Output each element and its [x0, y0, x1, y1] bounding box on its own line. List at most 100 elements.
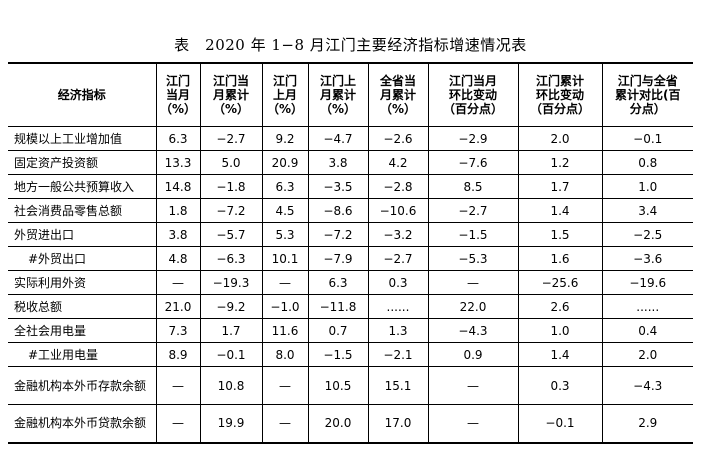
indicator-value: 2.0: [601, 342, 693, 367]
indicator-value: —: [155, 366, 200, 405]
indicator-name: 规模以上工业增加值: [8, 126, 156, 151]
indicator-name: 金融机构本外币存款余额: [8, 366, 156, 405]
indicator-value: 19.9: [199, 404, 262, 443]
indicator-value: —: [427, 404, 518, 443]
indicator-value: 4.2: [367, 150, 428, 175]
indicator-value: —: [261, 404, 308, 443]
indicator-value: 1.4: [517, 198, 602, 223]
table-title: 表 2020 年 1−8 月江门主要经济指标增速情况表: [174, 36, 527, 54]
table-row: 固定资产投资额 13.3 5.0 20.9 3.8 4.2 −7.6 1.2 0.8: [8, 150, 693, 175]
indicator-name: 金融机构本外币贷款余额: [8, 404, 156, 443]
indicator-value: 0.9: [427, 342, 518, 367]
indicator-value: 10.8: [199, 366, 262, 405]
indicator-value: −19.3: [199, 270, 262, 295]
indicator-value: 10.1: [261, 246, 308, 271]
indicator-value: −4.3: [427, 318, 518, 343]
indicator-value: −2.7: [427, 198, 518, 223]
indicator-value: −9.2: [199, 294, 262, 319]
indicator-value: 2.9: [601, 404, 693, 443]
indicator-value: 6.3: [307, 270, 368, 295]
indicator-value: −0.1: [199, 342, 262, 367]
column-header: 江门上 月累计 （%）: [307, 63, 368, 127]
indicator-value: 13.3: [155, 150, 200, 175]
indicator-name: 税收总额: [8, 294, 156, 319]
indicator-value: −2.9: [427, 126, 518, 151]
indicator-value: 21.0: [155, 294, 200, 319]
indicator-value: 5.3: [261, 222, 308, 247]
indicator-value: 1.0: [601, 174, 693, 199]
column-header: 江门累计 环比变动 （百分点）: [517, 63, 602, 127]
indicator-value: −7.6: [427, 150, 518, 175]
table-row: 全社会用电量 7.3 1.7 11.6 0.7 1.3 −4.3 1.0 0.4: [8, 318, 693, 343]
indicator-value: 6.3: [155, 126, 200, 151]
indicator-value: 0.4: [601, 318, 693, 343]
indicator-value: −0.1: [517, 404, 602, 443]
indicator-value: −2.1: [367, 342, 428, 367]
indicator-value: −7.9: [307, 246, 368, 271]
indicator-value: −2.7: [199, 126, 262, 151]
indicator-value: −1.5: [427, 222, 518, 247]
indicator-value: 3.4: [601, 198, 693, 223]
column-header: 江门与全省 累计对比(百 分点）: [601, 63, 693, 127]
column-header: 江门 当月 （%）: [155, 63, 200, 127]
indicator-value: −2.7: [367, 246, 428, 271]
indicator-value: 6.3: [261, 174, 308, 199]
indicator-value: −2.8: [367, 174, 428, 199]
indicator-value: −1.5: [307, 342, 368, 367]
indicator-value: −3.5: [307, 174, 368, 199]
column-header: 江门当月 环比变动 （百分点）: [427, 63, 518, 127]
indicator-name: 外贸进出口: [8, 222, 156, 247]
indicator-name: 实际利用外资: [8, 270, 156, 295]
indicator-value: 1.4: [517, 342, 602, 367]
header-row: 经济指标 江门 当月 （%） 江门当 月累计 （%） 江门 上月 （%） 江门上 月累计…: [8, 63, 693, 127]
indicator-value: 1.7: [517, 174, 602, 199]
indicator-value: —: [155, 270, 200, 295]
indicator-value: 5.0: [199, 150, 262, 175]
indicator-value: —: [427, 270, 518, 295]
indicator-value: 1.7: [199, 318, 262, 343]
indicator-value: −11.8: [307, 294, 368, 319]
indicator-value: 1.2: [517, 150, 602, 175]
table-row: 金融机构本外币贷款余额 —19.9—20.0 17.0— −0.1 2.9: [8, 404, 693, 443]
indicator-value: 22.0: [427, 294, 518, 319]
table-row: #工业用电量 8.9 −0.1 8.0 −1.5 −2.1 0.9 1.4 2.0: [8, 342, 693, 367]
column-header: 江门当 月累计 （%）: [199, 63, 262, 127]
indicator-value: 10.5: [307, 366, 368, 405]
indicator-value: 8.0: [261, 342, 308, 367]
indicator-value: 11.6: [261, 318, 308, 343]
indicator-value: −4.3: [601, 366, 693, 405]
indicator-value: 8.5: [427, 174, 518, 199]
indicator-value: 1.8: [155, 198, 200, 223]
indicator-value: 9.2: [261, 126, 308, 151]
table-row: 地方一般公共预算收入 14.8 −1.8 6.3 −3.5 −2.8 8.5 1.7 1.0: [8, 174, 693, 199]
table-row: 金融机构本外币存款余额 —10.8—10.5 15.1—0.3 −4.3: [8, 366, 693, 405]
indicator-value: 0.7: [307, 318, 368, 343]
indicator-value: 1.3: [367, 318, 428, 343]
column-header: 江门 上月 （%）: [261, 63, 308, 127]
indicator-value: −2.6: [367, 126, 428, 151]
indicator-value: −7.2: [307, 222, 368, 247]
indicator-value: 3.8: [155, 222, 200, 247]
indicator-name: 固定资产投资额: [8, 150, 156, 175]
column-header: 经济指标: [8, 63, 156, 127]
indicator-value: ......: [601, 294, 693, 319]
indicator-value: 4.5: [261, 198, 308, 223]
indicator-value: 15.1: [367, 366, 428, 405]
indicator-value: 7.3: [155, 318, 200, 343]
indicator-value: −19.6: [601, 270, 693, 295]
indicator-value: −4.7: [307, 126, 368, 151]
indicator-value: −5.3: [427, 246, 518, 271]
indicator-value: −1.0: [261, 294, 308, 319]
indicator-value: −1.8: [199, 174, 262, 199]
indicator-value: −0.1: [601, 126, 693, 151]
table-row: 税收总额 21.0 −9.2 −1.0 −11.8...... 22.0 2.6......: [8, 294, 693, 319]
indicator-value: 3.8: [307, 150, 368, 175]
indicator-value: −7.2: [199, 198, 262, 223]
table-row: 社会消费品零售总额 1.8 −7.2 4.5 −8.6 −10.6 −2.7 1.4 3.4: [8, 198, 693, 223]
indicator-value: 1.5: [517, 222, 602, 247]
table-row: #外贸出口 4.8 −6.3 10.1 −7.9 −2.7 −5.3 1.6 −3.6: [8, 246, 693, 271]
economic-indicators-table: 经济指标 江门 当月 （%） 江门当 月累计 （%） 江门 上月 （%） 江门上 月累计…: [8, 62, 693, 444]
indicator-value: −3.2: [367, 222, 428, 247]
indicator-name: 地方一般公共预算收入: [8, 174, 156, 199]
indicator-value: −6.3: [199, 246, 262, 271]
